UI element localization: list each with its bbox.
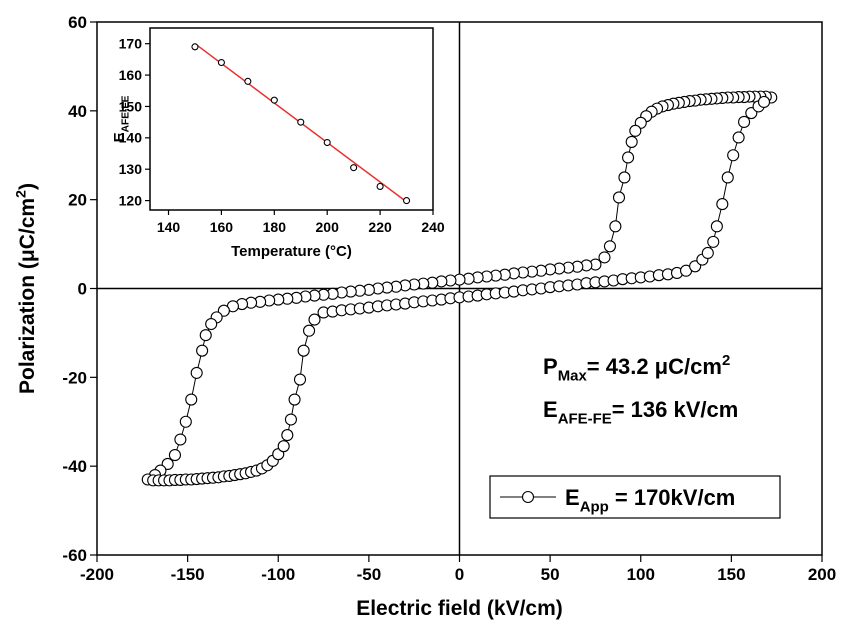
x-tick-label: 180: [263, 219, 287, 235]
data-point: [205, 317, 218, 331]
annotation: EAFE-FE= 136 kV/cm: [543, 397, 738, 428]
x-tick-label: 0: [455, 565, 464, 584]
data-point: [707, 235, 720, 248]
y-tick-label: 20: [68, 191, 87, 210]
data-point: [217, 58, 225, 67]
data-point: [174, 433, 187, 446]
data-point: [191, 43, 199, 51]
y-tick-label: 120: [119, 192, 143, 208]
annotation-part: AFE-FE: [558, 411, 612, 428]
y-tick-label: -60: [62, 546, 87, 565]
data-point: [277, 440, 290, 453]
legend-label-part: App: [580, 499, 609, 516]
y-tick-label: -40: [62, 457, 87, 476]
data-point: [270, 96, 278, 104]
data-point: [199, 329, 212, 342]
data-point: [612, 191, 626, 204]
data-point: [190, 366, 203, 379]
data-point: [609, 220, 622, 233]
data-point: [168, 449, 181, 462]
y-tick-label: 160: [119, 67, 143, 83]
y-tick-label: 140: [119, 130, 143, 146]
y-tick-label: 0: [78, 279, 87, 298]
data-point: [710, 220, 723, 233]
data-point: [625, 135, 638, 148]
data-point: [732, 131, 745, 144]
data-point: [288, 393, 301, 406]
data-point: [701, 246, 714, 260]
annotation-part: 2: [722, 352, 730, 369]
annotation-part: Max: [558, 368, 588, 385]
annotation-part: P: [543, 354, 558, 379]
x-tick-label: -50: [357, 565, 382, 584]
y-tick-label: 60: [68, 13, 87, 32]
data-point: [185, 393, 198, 406]
x-tick-label: 50: [541, 565, 560, 584]
x-tick-label: -100: [261, 565, 295, 584]
x-tick-label: 140: [157, 219, 181, 235]
plot-frame: [149, 27, 434, 211]
x-tick-label: -150: [171, 565, 205, 584]
data-point: [598, 251, 611, 264]
plot-area: [150, 28, 433, 210]
data-point: [738, 115, 751, 128]
data-point: [403, 197, 411, 205]
x-tick-label: -200: [80, 565, 114, 584]
x-tick-label: 200: [808, 565, 836, 584]
data-point: [721, 171, 734, 184]
data-point: [323, 138, 331, 147]
x-tick-label: 220: [368, 219, 392, 235]
plot-frame: [96, 21, 823, 556]
x-tick-label: 240: [421, 219, 445, 235]
x-tick-label: 200: [316, 219, 340, 235]
annotation-part: E: [543, 397, 558, 422]
data-point: [350, 164, 358, 172]
data-point: [297, 344, 310, 357]
y-axis-label-part: Polarization (μC/cm: [16, 198, 39, 394]
y-tick-label: 150: [119, 98, 143, 114]
y-tick-label: 40: [68, 102, 87, 121]
data-point: [603, 240, 616, 253]
y-axis-label: Polarization (μC/cm2): [14, 183, 39, 394]
data-point: [629, 124, 642, 137]
legend-label-part: E: [565, 485, 580, 510]
data-point: [716, 198, 729, 211]
data-point: [196, 344, 209, 357]
data-point: [284, 413, 297, 426]
data-point: [622, 151, 635, 164]
annotation-part: = 136 kV/cm: [612, 397, 739, 422]
data-point: [376, 182, 384, 191]
data-point: [179, 415, 192, 428]
y-axis-label-part: ): [16, 183, 39, 190]
data-point: [308, 313, 321, 326]
data-point: [244, 77, 252, 85]
legend-marker: [521, 490, 535, 504]
y-axis-label-part: AFE-FE: [121, 95, 132, 132]
x-tick-label: 100: [627, 565, 655, 584]
data-point: [727, 149, 740, 162]
y-axis-label-part: 2: [14, 190, 30, 198]
data-point: [757, 95, 771, 108]
annotation: PMax= 43.2 μC/cm2: [543, 352, 730, 384]
data-point: [618, 171, 631, 184]
data-point: [303, 324, 316, 337]
annotation-part: = 43.2 μC/cm: [587, 354, 722, 379]
data-point: [281, 429, 294, 442]
x-axis-label: Electric field (kV/cm): [356, 597, 563, 620]
y-tick-label: 170: [119, 36, 143, 52]
legend-label: EApp = 170kV/cm: [565, 485, 735, 516]
x-axis-label: Temperature (°C): [231, 243, 352, 260]
data-point: [293, 373, 307, 386]
y-axis-label-part: E: [111, 132, 128, 142]
x-tick-label: 150: [717, 565, 745, 584]
y-tick-label: -20: [62, 368, 87, 387]
y-axis-label: EAFE-FE: [111, 95, 132, 142]
y-tick-label: 130: [119, 161, 143, 177]
data-point: [297, 118, 305, 126]
legend-label-part: = 170kV/cm: [609, 485, 736, 510]
x-tick-label: 160: [210, 219, 234, 235]
